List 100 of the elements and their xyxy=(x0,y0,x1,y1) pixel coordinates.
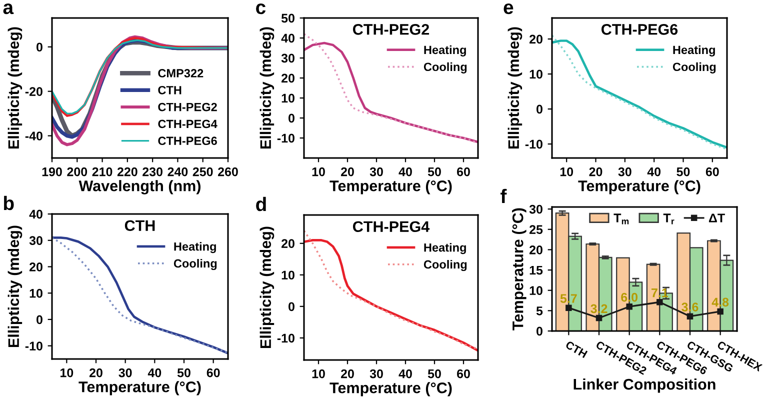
x-tick-label: 260 xyxy=(218,167,238,176)
text: a xyxy=(3,4,14,14)
legend-label: Cooling xyxy=(174,258,217,270)
point xyxy=(717,308,724,315)
y-tick-label: 0 xyxy=(288,302,294,312)
x-tick-label: 10 xyxy=(60,368,74,378)
x-tick-label: 230 xyxy=(142,167,162,176)
y-axis-title: Ellipticity (mdeg) xyxy=(8,226,22,348)
x-tick-label: 60 xyxy=(206,368,220,378)
x-tick-label: 20 xyxy=(340,369,354,378)
y-tick-label: 30 xyxy=(29,236,42,246)
x-tick-label: 190 xyxy=(42,167,62,176)
y-tick-label: -20 xyxy=(25,87,42,96)
y-tick-label: 0 xyxy=(36,42,42,52)
data-label: 5.7 xyxy=(560,294,577,303)
legend-label: Heating xyxy=(424,243,466,254)
legend-label: CTH-PEG4 xyxy=(158,120,218,128)
y-tick-label: 10 xyxy=(30,288,42,298)
x-tick-label: 40 xyxy=(647,167,661,176)
legend-label: CMP322 xyxy=(158,69,204,78)
y-tick-label: 30 xyxy=(281,54,294,63)
x-axis-title: Linker Composition xyxy=(574,378,716,393)
chart-title: CTH-PEG4 xyxy=(353,221,430,232)
x-tick-label: 30 xyxy=(370,369,383,378)
y-axis-title: Ellipticity (mdeg) xyxy=(260,226,274,348)
y-tick-label: 40 xyxy=(281,34,294,43)
text: c xyxy=(256,4,266,14)
y-tick-label: -10 xyxy=(25,342,42,350)
y-tick-label: 0 xyxy=(36,315,42,324)
x-tick-label: 50 xyxy=(676,167,690,176)
chart-title: CTH-PEG2 xyxy=(353,24,430,35)
y-axis-title: Temperature (°C) xyxy=(512,208,526,330)
y-axis-title: Ellipticity (mdeg) xyxy=(8,27,22,149)
y-tick-label: 10 xyxy=(282,94,294,103)
data-label: 4.8 xyxy=(712,298,729,307)
y-tick-label: 20 xyxy=(530,34,542,44)
point xyxy=(596,314,602,322)
legend-label: Cooling xyxy=(672,62,716,74)
y-tick-label: 40 xyxy=(29,210,42,219)
y-tick-label: 0 xyxy=(536,104,542,114)
x-axis-title: Temperature (°C) xyxy=(330,180,452,194)
legend-label: Heating xyxy=(174,242,216,254)
x-tick-label: 60 xyxy=(457,167,470,176)
x-axis-title: Temperature (°C) xyxy=(78,381,201,396)
y-tick-label: 25 xyxy=(530,225,543,234)
y-axis-title: Ellipticity (mdeg) xyxy=(260,27,274,149)
data-label: 7.1 xyxy=(652,288,668,298)
y-tick-label: -40 xyxy=(25,132,42,140)
legend-label: T$_{m}$ xyxy=(614,214,629,224)
point xyxy=(626,303,632,310)
x-tick-label: 200 xyxy=(67,167,88,176)
x-tick-label: 50 xyxy=(428,369,441,378)
x-tick-label: 30 xyxy=(370,167,383,176)
x-axis-title: Temperature (°C) xyxy=(330,382,452,396)
x-tick-label: 20 xyxy=(340,167,354,176)
y-tick-label: -10 xyxy=(277,334,294,343)
y-tick-label: 50 xyxy=(281,14,294,23)
data-label: 6.0 xyxy=(621,292,638,302)
x-tick-label: 40 xyxy=(398,167,412,176)
data-label: 3.2 xyxy=(590,304,608,314)
x-tick-label: 60 xyxy=(457,369,470,378)
data-label: 3.6 xyxy=(682,302,698,312)
y-axis-title: Ellipticity (mdeg) xyxy=(508,27,522,149)
x-tick-label: 210 xyxy=(92,167,112,176)
y-tick-label: -10 xyxy=(277,134,294,143)
y-tick-label: 10 xyxy=(530,70,542,79)
y-tick-label: 20 xyxy=(30,262,42,272)
x-tick-label: 30 xyxy=(618,167,632,176)
point xyxy=(656,299,663,306)
text: d xyxy=(256,196,266,212)
y-tick-label: 10 xyxy=(282,270,294,280)
chart-title: CTH xyxy=(124,220,155,232)
y-tick-label: 15 xyxy=(530,266,543,275)
text: f xyxy=(500,188,507,203)
x-tick-label: 220 xyxy=(117,167,138,176)
x-tick-label: CTH xyxy=(564,340,588,358)
y-tick-label: 5 xyxy=(536,306,543,316)
y-tick-label: 10 xyxy=(530,286,542,295)
x-tick-label: 30 xyxy=(118,368,132,378)
y-tick-label: 0 xyxy=(288,114,294,123)
x-tick-label: 50 xyxy=(428,167,441,176)
legend-label: Heating xyxy=(673,45,715,56)
y-tick-label: 30 xyxy=(529,204,542,214)
x-tick-label: 40 xyxy=(398,369,412,378)
y-tick-label: 20 xyxy=(530,245,542,254)
x-tick-label: 20 xyxy=(89,368,102,378)
x-tick-label: 40 xyxy=(148,368,162,378)
x-tick-label: 250 xyxy=(192,167,213,176)
x-tick-label: 10 xyxy=(312,167,325,176)
legend-label: CTH-PEG6 xyxy=(158,136,217,146)
x-tick-label: 10 xyxy=(312,369,325,378)
legend-label: Cooling xyxy=(424,62,467,74)
legend-label: Heating xyxy=(424,45,466,56)
x-axis-title: Wavelength (nm) xyxy=(78,180,200,194)
text: e xyxy=(504,4,514,14)
legend-label: Cooling xyxy=(424,260,467,272)
y-tick-label: 20 xyxy=(282,74,294,83)
chart-title: CTH-PEG6 xyxy=(602,24,678,35)
x-tick-label: 10 xyxy=(560,167,574,176)
point xyxy=(686,313,694,320)
